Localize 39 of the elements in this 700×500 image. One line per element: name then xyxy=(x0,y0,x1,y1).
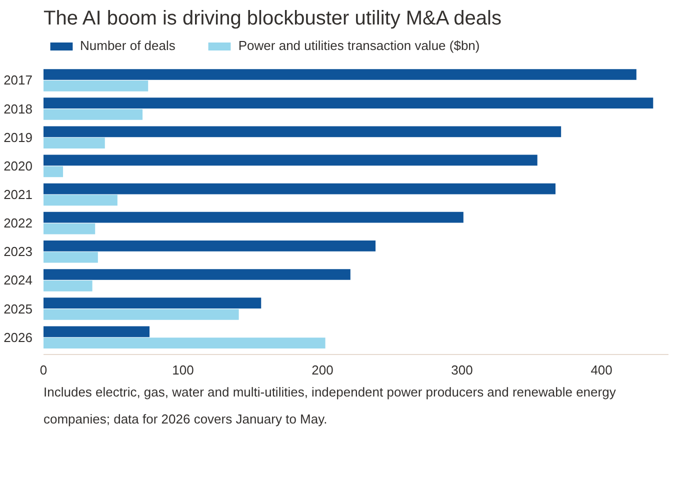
y-tick-label: 2020 xyxy=(4,158,32,174)
legend-label: Number of deals xyxy=(80,38,176,53)
y-tick-label: 2024 xyxy=(4,272,32,288)
y-tick-label: 2019 xyxy=(4,130,32,145)
bar xyxy=(44,138,105,148)
bar xyxy=(44,326,150,338)
y-tick-label: 2018 xyxy=(4,101,32,116)
bar xyxy=(44,223,96,234)
bar xyxy=(44,69,636,80)
bar xyxy=(44,280,92,292)
legend-label: Power and utilities transaction value ($bn) xyxy=(238,38,480,53)
bar xyxy=(44,109,143,120)
bar xyxy=(44,212,464,223)
bar xyxy=(44,80,148,92)
y-tick-label: 2021 xyxy=(4,187,32,202)
bar xyxy=(44,252,98,263)
x-tick-label: 0 xyxy=(40,362,48,378)
bar xyxy=(44,183,556,194)
bar xyxy=(44,309,239,320)
y-tick-label: 2026 xyxy=(4,330,32,345)
y-tick-label: 2022 xyxy=(4,216,32,231)
x-tick-label: 300 xyxy=(451,362,473,378)
bar xyxy=(44,269,350,280)
bar xyxy=(44,98,654,108)
bar xyxy=(44,194,118,206)
bar xyxy=(44,126,562,138)
y-tick-label: 2025 xyxy=(4,301,32,316)
bar xyxy=(44,338,326,348)
x-tick-label: 200 xyxy=(312,362,334,378)
text: Includes electric, gas, water and multi-utilities, independent power producers and renewable energy companies; data for 2026 covers January to May. xyxy=(44,384,616,426)
x-tick-label: 100 xyxy=(172,362,194,378)
y-tick-label: 2023 xyxy=(4,244,32,260)
chart-title: The AI boom is driving blockbuster utility M&A deals xyxy=(44,8,502,30)
x-tick-label: 400 xyxy=(590,362,612,378)
y-tick-label: 2017 xyxy=(4,72,32,88)
bar xyxy=(44,154,538,166)
bar xyxy=(44,298,262,308)
bar xyxy=(44,166,64,178)
bar xyxy=(44,240,376,252)
